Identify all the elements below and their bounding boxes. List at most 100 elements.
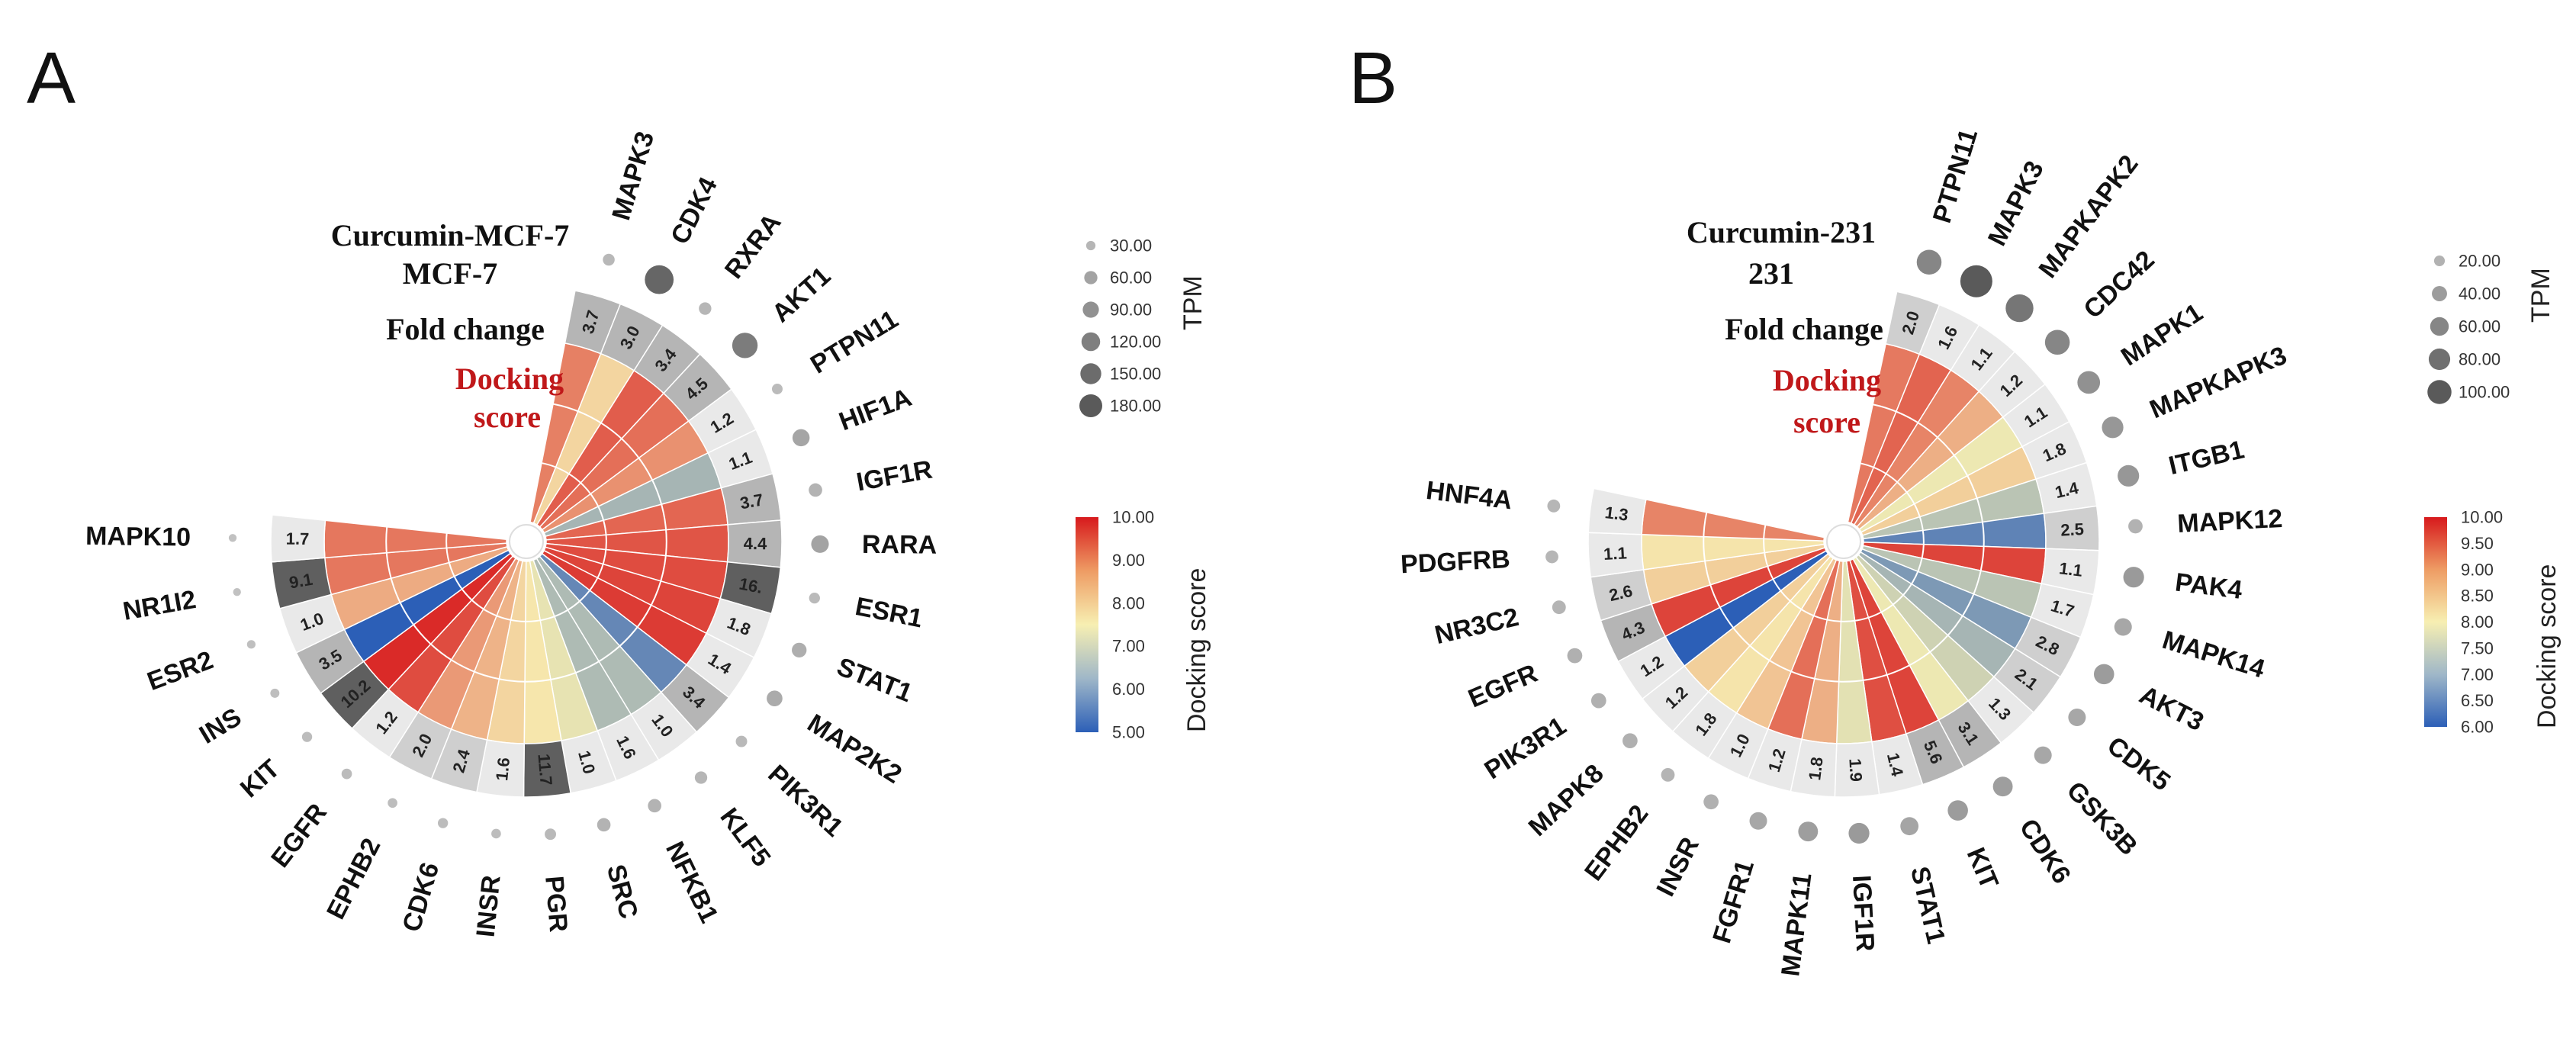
gene-label-mapk3: MAPK3 bbox=[606, 128, 660, 223]
tpm-legend-bubble bbox=[2432, 286, 2447, 301]
tpm-legend-bubble bbox=[1081, 332, 1101, 352]
tpm-legend-label: 60.00 bbox=[1110, 268, 1152, 288]
tpm-bubble-mapk8 bbox=[1622, 733, 1638, 749]
gene-label-pdgfrb: PDGFRB bbox=[1400, 545, 1510, 579]
gene-label-gsk3b: GSK3B bbox=[2061, 776, 2143, 861]
gene-label-itgb1: ITGB1 bbox=[2166, 435, 2247, 481]
gene-label-igf1r: IGF1R bbox=[854, 455, 934, 497]
gene-label-mapk14: MAPK14 bbox=[2159, 625, 2268, 684]
gene-label-fgfr1: FGFR1 bbox=[1707, 857, 1760, 947]
tpm-bubble-mapk11 bbox=[1798, 821, 1819, 842]
center-hole bbox=[509, 524, 544, 559]
gene-label-pak4: PAK4 bbox=[2173, 568, 2243, 605]
tpm-bubble-igf1r bbox=[809, 483, 822, 497]
gene-label-cdk5: CDK5 bbox=[2102, 731, 2176, 796]
gene-label-insr: INSR bbox=[1651, 833, 1705, 902]
color-legend-tick: 7.00 bbox=[1112, 637, 1145, 656]
gene-label-map2k2: MAP2K2 bbox=[802, 709, 907, 789]
tpm-bubble-map2k2 bbox=[767, 690, 783, 707]
tpm-bubble-akt1 bbox=[732, 333, 758, 358]
tpm-legend-bubble bbox=[1079, 394, 1102, 417]
tpm-bubble-insr bbox=[491, 828, 501, 839]
title-red-line-2: score bbox=[1793, 405, 1860, 439]
panel-a: A 3.7MAPK33.0CDK43.4RXRA4.5AKT11.2PTPN11… bbox=[27, 37, 1211, 938]
gene-label-klf5: KLF5 bbox=[714, 802, 776, 872]
fold-change-label: 1.7 bbox=[286, 529, 310, 548]
gene-label-insr: INSR bbox=[471, 874, 507, 939]
color-legend-b: Docking score 10.00 9.50 9.00 8.50 8.00 7.50 7… bbox=[2424, 508, 2562, 737]
gene-label-mapk11: MAPK11 bbox=[1776, 871, 1817, 978]
fold-change-cell-hnf4a bbox=[1587, 487, 1647, 535]
gene-label-ptpn11: PTPN11 bbox=[806, 304, 903, 379]
gene-label-nr3c2: NR3C2 bbox=[1432, 603, 1521, 650]
tpm-bubble-mapkapk2 bbox=[2005, 294, 2034, 323]
color-legend-tick: 8.00 bbox=[1112, 593, 1145, 612]
color-legend-tick: 6.00 bbox=[1112, 680, 1145, 699]
tpm-legend-bubble bbox=[1080, 363, 1101, 384]
fold-change-label: 1.8 bbox=[1805, 756, 1827, 781]
title-line-3: Fold change bbox=[386, 312, 545, 346]
gene-label-mapk3: MAPK3 bbox=[1983, 156, 2050, 250]
chart-title-a: Curcumin-MCF-7 MCF-7 Fold change Docking… bbox=[331, 218, 570, 434]
gene-label-mapk10: MAPK10 bbox=[85, 522, 191, 552]
gene-label-rxra: RXRA bbox=[719, 208, 787, 285]
tpm-legend-bubble bbox=[2433, 255, 2446, 267]
tpm-bubble-hif1a bbox=[792, 429, 810, 447]
color-legend-tick: 6.00 bbox=[2461, 718, 2494, 737]
grid-arc bbox=[1703, 403, 1985, 683]
tpm-legend-label: 100.00 bbox=[2459, 383, 2510, 402]
tpm-bubble-pik3r1 bbox=[1590, 693, 1606, 709]
tpm-legend-label: 20.00 bbox=[2459, 252, 2500, 271]
tpm-legend-a: TPM 30.00 60.00 90.00 120.00 150.00 180.00 bbox=[1079, 236, 1208, 417]
tpm-bubble-itgb1 bbox=[2118, 465, 2140, 487]
tpm-bubble-nr1i2 bbox=[233, 588, 241, 596]
gene-label-ptpn11: PTPN11 bbox=[1928, 125, 1983, 226]
tpm-legend-label: 150.00 bbox=[1110, 365, 1161, 384]
tpm-bubble-mapk12 bbox=[2128, 519, 2143, 534]
grid-arc bbox=[445, 462, 607, 622]
gene-label-stat1: STAT1 bbox=[1905, 864, 1950, 947]
fold-change-label: 2.5 bbox=[2060, 519, 2085, 540]
tpm-bubble-cdc42 bbox=[2044, 330, 2070, 355]
tpm-legend-label: 120.00 bbox=[1110, 333, 1161, 352]
title-line-3: Fold change bbox=[1725, 312, 1883, 346]
tpm-bubble-nfkb1 bbox=[648, 799, 661, 813]
gene-label-esr2: ESR2 bbox=[143, 645, 217, 696]
color-bar bbox=[1076, 517, 1098, 732]
tpm-bubble-mapk10 bbox=[228, 534, 237, 542]
grid-arc bbox=[385, 403, 667, 683]
tpm-bubble-stat1 bbox=[792, 642, 807, 658]
tpm-bubble-kit bbox=[1947, 800, 1968, 821]
tpm-bubble-egfr bbox=[1567, 648, 1583, 664]
panel-letter-b: B bbox=[1349, 37, 1397, 119]
tpm-bubble-esr2 bbox=[246, 640, 256, 649]
fold-change-label: 1.6 bbox=[492, 757, 513, 782]
fold-change-label: 9.1 bbox=[288, 570, 314, 593]
gene-label-stat1: STAT1 bbox=[833, 652, 916, 708]
fold-change-label: 11.7 bbox=[534, 753, 555, 786]
center-hole bbox=[1826, 524, 1861, 559]
color-legend-tick: 5.00 bbox=[1112, 723, 1145, 742]
gene-label-rara: RARA bbox=[862, 530, 937, 560]
fold-change-label: 1.1 bbox=[2058, 558, 2083, 580]
tpm-bubble-kit bbox=[301, 731, 313, 742]
title-line-1: Curcumin-MCF-7 bbox=[331, 218, 570, 252]
tpm-bubble-klf5 bbox=[694, 771, 708, 784]
title-red-line-1: Docking bbox=[455, 362, 564, 396]
gene-label-egfr: EGFR bbox=[1464, 659, 1542, 714]
tpm-bubble-rxra bbox=[699, 302, 712, 315]
gene-label-igf1r: IGF1R bbox=[1847, 874, 1880, 952]
color-legend-tick: 9.00 bbox=[1112, 551, 1145, 570]
gene-label-nr1i2: NR1I2 bbox=[121, 585, 198, 626]
color-legend-tick: 8.50 bbox=[2461, 587, 2494, 606]
tpm-legend-label: 90.00 bbox=[1110, 301, 1152, 320]
fold-change-label: 1.9 bbox=[1845, 758, 1866, 783]
gene-label-ephb2: EPHB2 bbox=[1579, 799, 1655, 886]
gene-label-ephb2: EPHB2 bbox=[321, 834, 386, 924]
tpm-bubble-src bbox=[597, 818, 611, 832]
gene-label-nfkb1: NFKB1 bbox=[660, 837, 724, 928]
fold-change-cell-mapk10 bbox=[270, 514, 326, 563]
fold-change-label: 1.1 bbox=[1603, 543, 1627, 564]
title-line-2: MCF-7 bbox=[403, 256, 497, 291]
